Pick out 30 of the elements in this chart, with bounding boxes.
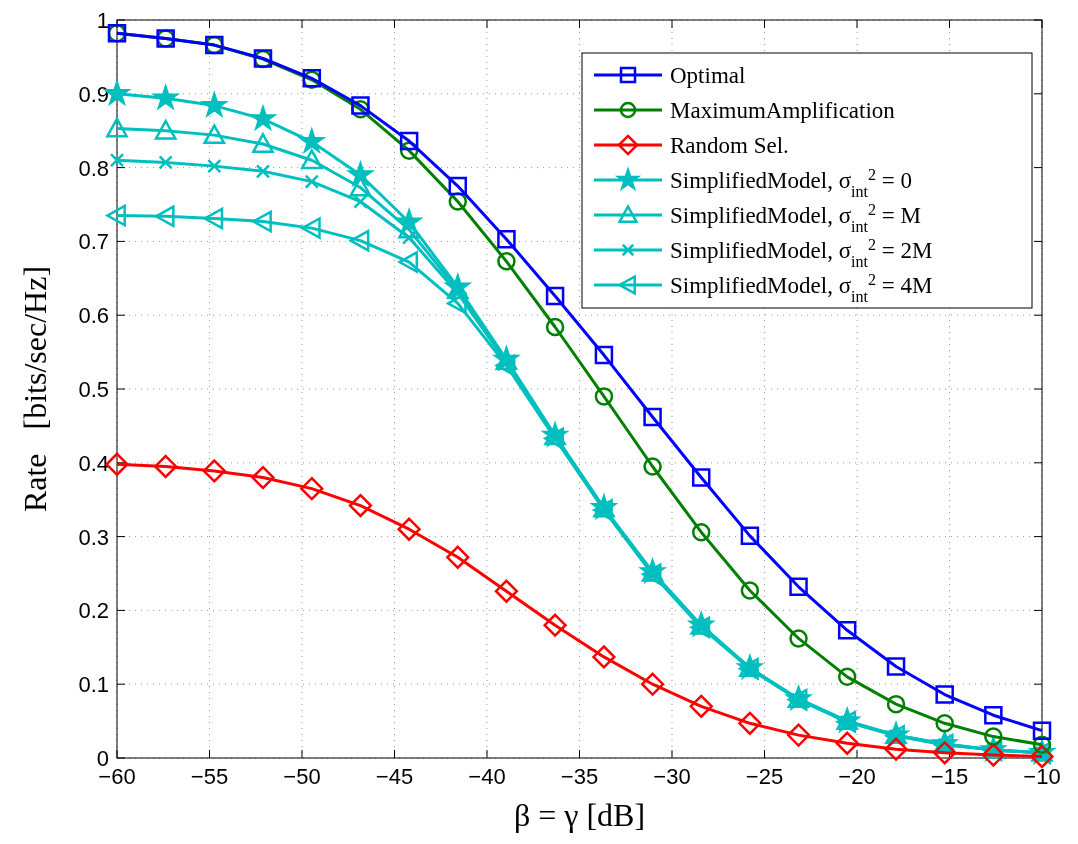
y-tick-label: 0.6: [78, 303, 109, 329]
y-tick-label: 0: [96, 746, 109, 771]
legend-label: Optimal: [670, 63, 746, 88]
legend-label: SimplifiedModel, σ$_{int}$$^{2}$ = 2M: [670, 235, 933, 270]
y-tick-label: 0.9: [78, 81, 109, 107]
y-tick-label: 0.2: [78, 598, 109, 624]
x-tick-label: −15: [930, 764, 969, 789]
x-tick-label: −45: [375, 764, 414, 789]
legend-label: SimplifiedModel, σ$_{int}$$^{2}$ = 0: [670, 165, 913, 200]
x-tick-label: −50: [283, 764, 321, 789]
y-tick-label: 1: [96, 8, 109, 33]
x-tick-label: −40: [468, 764, 506, 789]
x-tick-label: −10: [1023, 764, 1061, 789]
y-tick-label: 0.5: [78, 377, 109, 402]
y-tick-label: 0.4: [78, 450, 109, 476]
x-tick-label: −55: [190, 764, 229, 789]
x-axis-title: β = γ [dB]: [513, 797, 646, 833]
legend-label: MaximumAmplification: [670, 98, 896, 123]
x-tick-label: −25: [745, 764, 784, 789]
legend-label: SimplifiedModel, σ$_{int}$$^{2}$ = M: [670, 200, 922, 235]
x-tick-label: −35: [560, 764, 599, 789]
x-tick-label: −30: [653, 764, 691, 789]
legend-label: Random Sel.: [670, 133, 789, 158]
y-tick-label: 0.7: [78, 229, 109, 255]
y-axis-title: Rate [bits/sec/Hz]: [17, 265, 53, 513]
y-tick-label: 0.8: [78, 155, 109, 181]
y-tick-label: 0.3: [78, 524, 109, 550]
x-tick-label: −20: [838, 764, 876, 789]
legend-label: SimplifiedModel, σ$_{int}$$^{2}$ = 4M: [670, 270, 933, 305]
y-tick-label: 0.1: [78, 672, 109, 698]
